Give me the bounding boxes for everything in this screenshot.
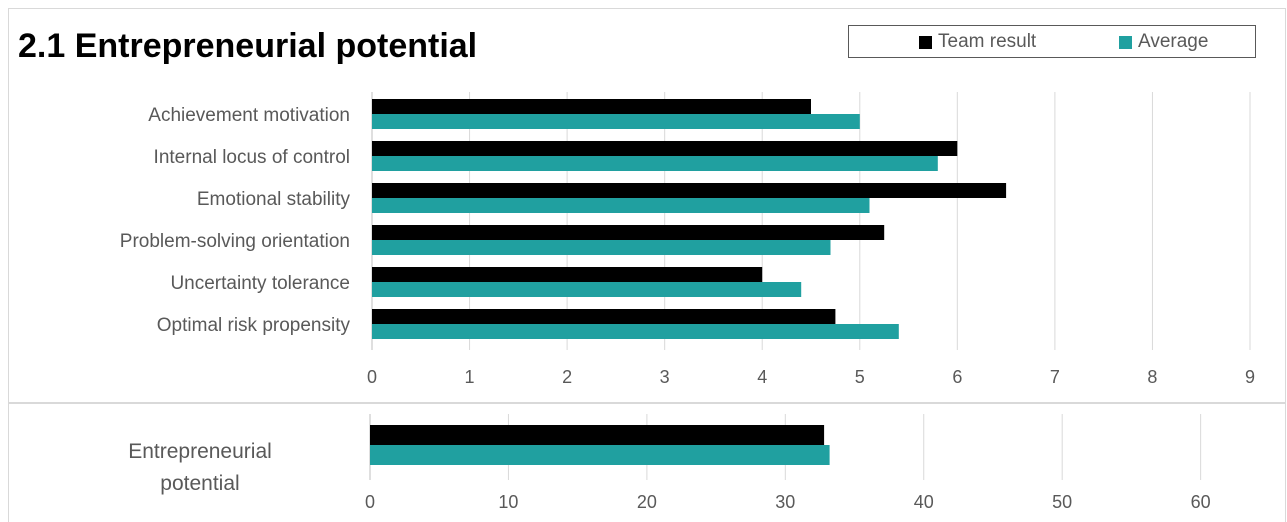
category-label: Internal locus of control <box>154 147 350 168</box>
bar-team-6 <box>372 309 836 324</box>
legend-label-average: Average <box>1138 31 1209 52</box>
bar-average-3 <box>372 198 870 213</box>
bar-team-2 <box>372 141 958 156</box>
bar-average-2 <box>372 156 938 171</box>
category-label: Optimal risk propensity <box>157 315 351 336</box>
bar-average-summary <box>370 445 830 465</box>
x-tick-main-6: 6 <box>952 367 962 387</box>
x-tick-main-0: 0 <box>367 367 377 387</box>
bar-team-summary <box>370 425 825 445</box>
bar-average-1 <box>372 114 860 129</box>
bar-average-6 <box>372 324 899 339</box>
summary-category-label: Entrepreneurial potential <box>100 436 300 500</box>
legend: Team result Average <box>848 25 1256 58</box>
bar-team-5 <box>372 267 763 282</box>
bar-team-4 <box>372 225 885 240</box>
x-tick-main-8: 8 <box>1147 367 1157 387</box>
x-tick-main-9: 9 <box>1245 367 1255 387</box>
x-tick-main-2: 2 <box>562 367 572 387</box>
summary-category-line-2: potential <box>160 472 240 495</box>
x-tick-summary-10: 10 <box>498 492 518 512</box>
x-tick-summary-30: 30 <box>775 492 795 512</box>
x-tick-summary-20: 20 <box>637 492 657 512</box>
x-tick-main-3: 3 <box>660 367 670 387</box>
bar-team-1 <box>372 99 811 114</box>
legend-item-average: Average <box>1119 31 1208 53</box>
x-tick-summary-60: 60 <box>1191 492 1211 512</box>
summary-category-line-1: Entrepreneurial <box>128 440 272 463</box>
x-tick-main-1: 1 <box>465 367 475 387</box>
legend-item-team: Team result <box>919 31 1036 53</box>
x-tick-summary-50: 50 <box>1052 492 1072 512</box>
bar-average-5 <box>372 282 802 297</box>
legend-swatch-team <box>919 35 932 49</box>
legend-swatch-average <box>1119 35 1132 49</box>
x-tick-main-4: 4 <box>757 367 767 387</box>
category-label: Emotional stability <box>197 189 351 210</box>
legend-label-team: Team result <box>938 31 1037 52</box>
bar-team-3 <box>372 183 1007 198</box>
category-label: Uncertainty tolerance <box>170 273 350 294</box>
bar-average-4 <box>372 240 831 255</box>
x-tick-main-7: 7 <box>1050 367 1060 387</box>
category-label: Achievement motivation <box>148 105 350 126</box>
chart-frame-summary <box>8 403 1286 522</box>
chart-frame-main <box>8 8 1286 403</box>
x-tick-summary-40: 40 <box>914 492 934 512</box>
x-tick-summary-0: 0 <box>365 492 375 512</box>
x-tick-main-5: 5 <box>855 367 865 387</box>
chart-title: 2.1 Entrepreneurial potential <box>18 27 478 65</box>
category-label: Problem-solving orientation <box>120 231 350 252</box>
